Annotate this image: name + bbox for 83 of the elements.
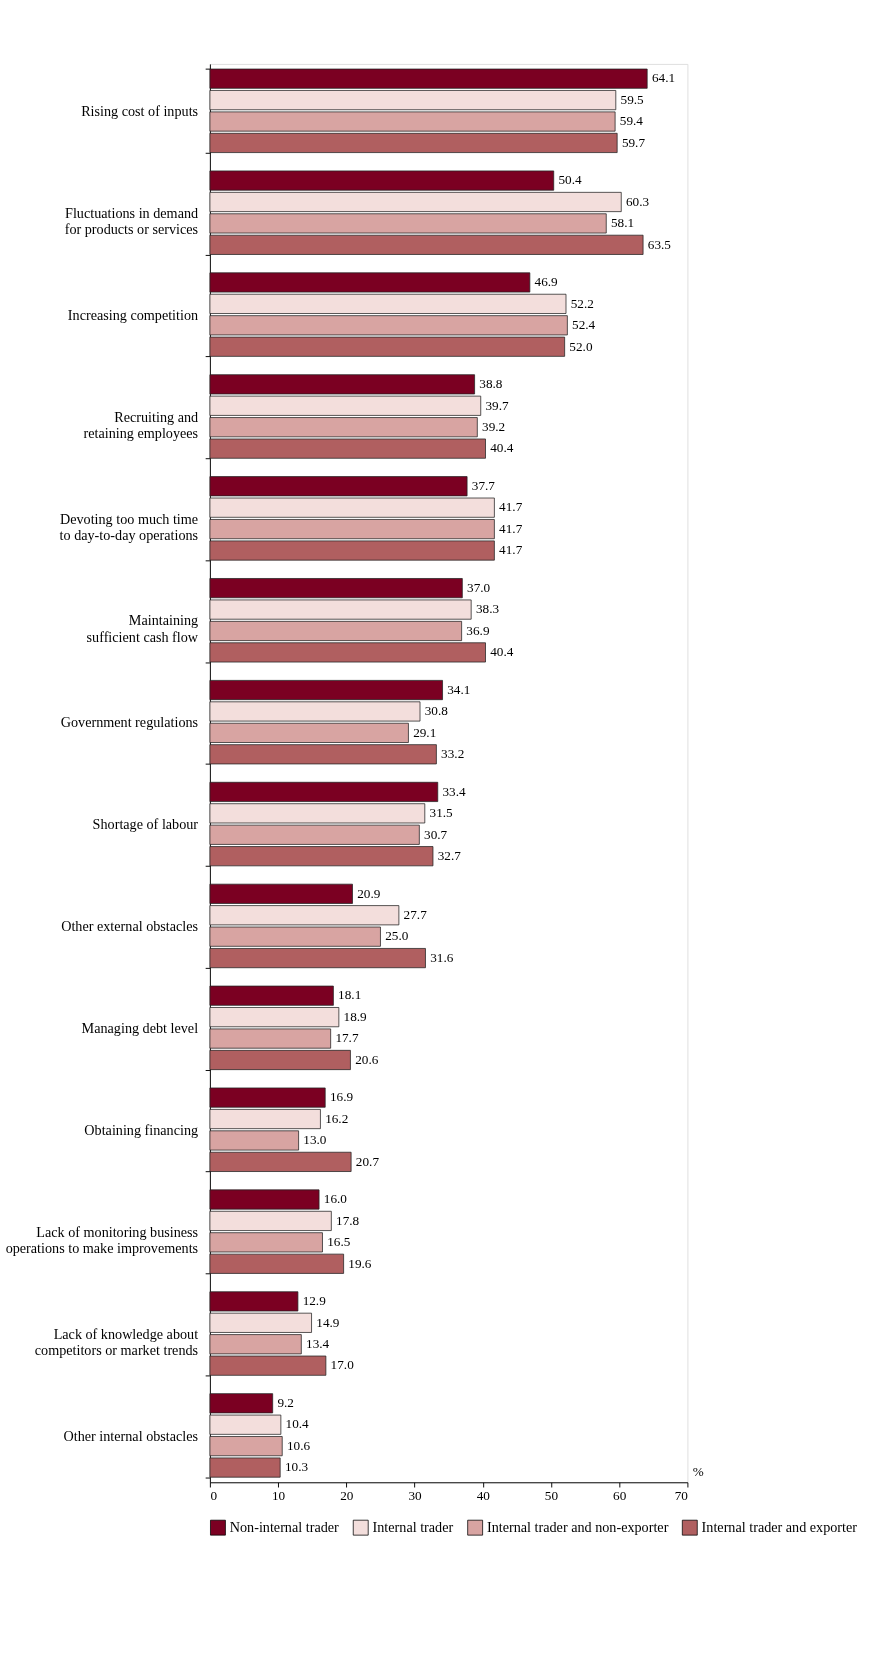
data-label: 33.4 <box>442 783 467 799</box>
data-label: 19.6 <box>348 1255 372 1271</box>
legend-label: Internal trader and exporter <box>701 1519 858 1536</box>
data-label: 13.0 <box>303 1132 327 1148</box>
data-label: 16.2 <box>325 1110 349 1126</box>
data-label: 10.3 <box>284 1459 309 1475</box>
data-label: 41.7 <box>499 499 523 515</box>
data-label: 16.9 <box>329 1089 354 1105</box>
y-tick-label: Recruiting and retaining employees <box>83 408 199 441</box>
data-label: 41.7 <box>499 520 523 536</box>
data-label: 37.7 <box>471 478 496 494</box>
data-label: 16.5 <box>327 1234 351 1250</box>
data-label: 46.9 <box>534 274 559 290</box>
y-tick-label: Increasing competition <box>67 306 199 323</box>
data-label: 36.9 <box>466 622 490 638</box>
data-label: 10.4 <box>285 1416 310 1432</box>
data-label: 52.0 <box>569 338 593 354</box>
data-label: 9.2 <box>277 1395 294 1411</box>
data-label: 20.6 <box>355 1051 379 1067</box>
data-label: 33.2 <box>441 746 465 762</box>
y-tick-label: Government regulations <box>60 714 199 731</box>
y-tick-label: Obtaining financing <box>84 1121 199 1138</box>
data-label: 13.4 <box>306 1336 330 1352</box>
data-label: 60.3 <box>625 193 650 209</box>
data-label: 18.1 <box>338 987 362 1003</box>
data-label: 18.9 <box>343 1008 368 1024</box>
data-label: 14.9 <box>316 1314 340 1330</box>
data-label: 40.4 <box>490 440 514 456</box>
data-label: 58.1 <box>610 215 635 231</box>
legend-label: Non-internal trader <box>229 1519 340 1536</box>
data-label: 12.9 <box>302 1293 327 1309</box>
data-label: 20.7 <box>355 1153 380 1169</box>
x-axis-title: % <box>692 1464 704 1480</box>
data-label: 39.2 <box>482 418 506 434</box>
data-label: 10.6 <box>286 1437 311 1453</box>
data-label: 34.1 <box>447 681 471 697</box>
data-label: 25.0 <box>385 928 409 944</box>
x-tick-label: 50 <box>544 1487 559 1503</box>
data-label: 27.7 <box>403 907 428 923</box>
data-label: 29.1 <box>413 724 437 740</box>
x-tick-label: 0 <box>210 1487 218 1503</box>
data-label: 37.0 <box>467 579 491 595</box>
x-tick-label: 60 <box>613 1487 627 1503</box>
y-tick-label: Lack of monitoring business operations to make improvements <box>5 1223 199 1256</box>
data-label: 38.3 <box>475 601 500 617</box>
data-label: 50.4 <box>558 172 582 188</box>
data-label: 32.7 <box>437 847 462 863</box>
x-tick-label: 30 <box>408 1487 423 1503</box>
data-label: 39.7 <box>485 397 509 413</box>
data-label: 30.8 <box>424 703 449 719</box>
data-label: 63.5 <box>647 236 672 252</box>
data-label: 17.8 <box>336 1212 360 1228</box>
y-tick-label: Managing debt level <box>81 1020 199 1037</box>
y-tick-label: Fluctuations in demand for products or services <box>64 204 199 237</box>
y-tick-label: Lack of knowledge about competitors or market trends <box>34 1325 199 1358</box>
y-tick-label: Other external obstacles <box>61 918 199 935</box>
data-label: 17.0 <box>330 1357 355 1373</box>
y-tick-label: Maintaining sufficient cash flow <box>86 612 199 645</box>
x-tick-label: 40 <box>476 1487 491 1503</box>
data-label: 38.8 <box>479 376 503 392</box>
legend-label: Internal trader <box>372 1519 454 1536</box>
x-tick-label: 70 <box>674 1487 689 1503</box>
y-tick-label: Rising cost of inputs <box>81 103 199 120</box>
data-label: 41.7 <box>499 542 523 558</box>
data-label: 30.7 <box>424 826 448 842</box>
data-label: 52.2 <box>570 295 594 311</box>
data-label: 31.5 <box>429 805 454 821</box>
x-tick-label: 20 <box>340 1487 354 1503</box>
data-label: 59.7 <box>621 134 646 150</box>
data-label: 40.4 <box>490 644 514 660</box>
data-label: 16.0 <box>323 1191 348 1207</box>
y-tick-label: Devoting too much time to day-to-day operations <box>59 510 199 543</box>
y-tick-label: Other internal obstacles <box>63 1427 199 1444</box>
data-label: 59.4 <box>619 113 644 129</box>
data-label: 20.9 <box>357 885 381 901</box>
data-label: 59.5 <box>620 91 645 107</box>
data-label: 52.4 <box>572 317 596 333</box>
x-tick-label: 10 <box>272 1487 286 1503</box>
data-label: 31.6 <box>430 949 454 965</box>
legend-label: Internal trader and non-exporter <box>486 1519 669 1536</box>
y-tick-label: Shortage of labour <box>92 816 199 833</box>
data-label: 64.1 <box>651 70 676 86</box>
data-label: 17.7 <box>335 1030 359 1046</box>
